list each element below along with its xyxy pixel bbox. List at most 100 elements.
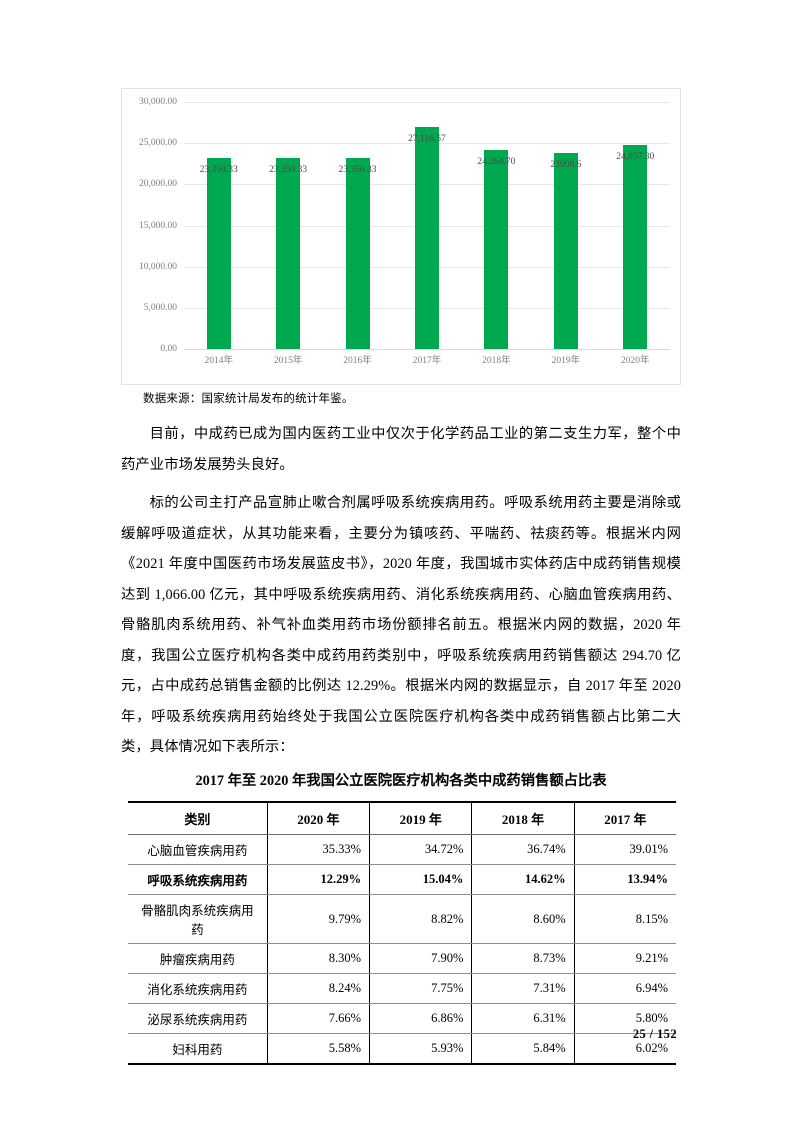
bar-value-label: 24,264.70 [477,157,516,168]
sales-share-table: 类别 2020 年 2019 年 2018 年 2017 年 心脑血管疾病用药 35.33… [128,801,676,1065]
bar [623,145,648,350]
table-cell-category: 骨骼肌肉系统疾病用药 [128,894,268,944]
table-cell-value: 6.02% [574,1033,676,1065]
bar-value-label: 27,116.57 [408,133,446,144]
table-cell-value: 8.15% [574,894,676,944]
bar-value-label: 24,857.30 [616,152,655,163]
table-cell-value: 7.31% [471,973,575,1004]
table-cell-value: 9.21% [574,943,676,974]
table-cell-category: 妇科用药 [128,1033,268,1065]
table-row: 肿瘤疾病用药 8.30% 7.90% 8.73% 9.21% [128,943,676,974]
chart-bars: 23,350.33 23,350.33 23,350.33 27,116.57 24,2… [184,103,670,350]
table-cell-value: 5.58% [267,1033,371,1065]
bar [484,150,509,350]
x-axis-tick-label: 2015年 [273,356,303,366]
y-axis-tick-label: 10,000.00 [139,261,177,272]
table-cell-value: 8.24% [267,973,371,1004]
bar-value-label: 23,350.33 [338,164,377,175]
table-cell-value: 15.04% [369,864,473,895]
paragraph-2-text: 标的公司主打产品宣肺止嗽合剂属呼吸系统疾病用药。呼吸系统用药主要是消除或缓解呼吸… [121,495,681,755]
table-cell-value: 8.73% [471,943,575,974]
table-row: 消化系统疾病用药 8.24% 7.75% 7.31% 6.94% [128,973,676,1004]
table-cell-value: 39.01% [574,834,676,865]
table-cell-value: 7.75% [369,973,473,1004]
bar-value-label: 23,350.33 [269,164,308,175]
chart-plot-area: 30,000.00 25,000.00 20,000.00 15,000.00 10,0… [139,97,670,354]
table-cell-value: 8.30% [267,943,371,974]
y-axis-tick-label: 0.00 [160,344,177,354]
table-cell-value: 8.82% [369,894,473,944]
x-axis-tick-label: 2017年 [412,356,442,366]
bar-slot: 27,116.57 [392,103,461,350]
y-axis-tick-label: 25,000.00 [139,138,177,149]
y-axis-tick-label: 15,000.00 [139,220,177,231]
bar [553,153,578,350]
table-column-header: 2020 年 [267,801,371,835]
x-axis-tick-label: 2020年 [620,356,650,366]
bar-slot: 23,350.33 [184,103,253,350]
table-cell-category: 呼吸系统疾病用药 [128,864,268,895]
table-cell-category: 泌尿系统疾病用药 [128,1003,268,1034]
table-cell-value: 13.94% [574,864,676,895]
table-cell-value: 34.72% [369,834,473,865]
chart-source-note: 数据来源：国家统计局发布的统计年鉴。 [143,393,354,405]
table-cell-category: 肿瘤疾病用药 [128,943,268,974]
table-title: 2017 年至 2020 年我国公立医院医疗机构各类中成药销售额占比表 [195,773,607,789]
x-axis-tick-label: 2016年 [343,356,372,366]
table-cell-value: 5.80% [574,1003,676,1034]
table-row: 心脑血管疾病用药 35.33% 34.72% 36.74% 39.01% [128,834,676,865]
bar [414,126,439,350]
bar [345,157,370,350]
bar-value-label: 23,350.33 [199,164,238,175]
table-column-header: 2017 年 [574,801,676,835]
bar-slot: 23908.6 [531,103,600,350]
table-row: 泌尿系统疾病用药 7.66% 6.86% 6.31% 5.80% [128,1003,676,1034]
bar-chart: 30,000.00 25,000.00 20,000.00 15,000.00 10,0… [121,88,681,385]
table-cell-value: 14.62% [471,864,575,895]
table-cell-value: 5.84% [471,1033,575,1065]
bar [276,157,301,350]
x-axis-tick-label: 2018年 [482,356,511,366]
table-header-row: 类别 2020 年 2019 年 2018 年 2017 年 [128,801,676,835]
table-header: 类别 2020 年 2019 年 2018 年 2017 年 [128,801,676,835]
x-axis-tick-label: 2019年 [551,356,581,366]
table-cell-category: 心脑血管疾病用药 [128,834,268,865]
chart-x-axis-line [184,349,670,350]
y-axis-tick-label: 20,000.00 [139,179,177,190]
table-cell-value: 9.79% [267,894,371,944]
gridline: 30,000.00 [139,97,670,107]
table-cell-value: 36.74% [471,834,575,865]
paragraph-2: 标的公司主打产品宣肺止嗽合剂属呼吸系统疾病用药。呼吸系统用药主要是消除或缓解呼吸… [121,488,681,763]
x-axis-tick-label: 2014年 [204,356,233,366]
page-number: 25 / 152 [632,1027,677,1041]
table-cell-value: 12.29% [267,864,371,895]
paragraph-1-text: 目前，中成药已成为国内医药工业中仅次于化学药品工业的第二支生力军，整个中药产业市… [121,426,681,473]
table-cell-value: 6.94% [574,973,676,1004]
paragraph-1: 目前，中成药已成为国内医药工业中仅次于化学药品工业的第二支生力军，整个中药产业市… [121,419,681,480]
bar [206,157,231,350]
table-row: 骨骼肌肉系统疾病用药 9.79% 8.82% 8.60% 8.15% [128,894,676,944]
table-column-header: 2018 年 [471,801,575,835]
table-cell-value: 8.60% [471,894,575,944]
bar-slot: 24,264.70 [462,103,531,350]
chart-x-axis-labels: 2014年 2015年 2016年 2017年 2018年 2019年 2020年 [184,352,670,374]
table-cell-value: 35.33% [267,834,371,865]
table-cell-value: 7.90% [369,943,473,974]
table-cell-value: 5.93% [369,1033,473,1065]
y-axis-tick-label: 30,000.00 [139,97,177,107]
bar-value-label: 23908.6 [550,160,582,171]
table-column-header: 2019 年 [369,801,473,835]
table-row: 妇科用药 5.58% 5.93% 5.84% 6.02% [128,1033,676,1065]
table-cell-value: 7.66% [267,1003,371,1034]
table-body: 心脑血管疾病用药 35.33% 34.72% 36.74% 39.01% 呼吸系统疾病用药… [128,834,676,1065]
table-cell-category: 消化系统疾病用药 [128,973,268,1004]
bar-slot: 23,350.33 [253,103,322,350]
table-cell-value: 6.31% [471,1003,575,1034]
y-axis-tick-label: 5,000.00 [143,302,177,313]
table-column-header: 类别 [128,801,268,835]
table-row: 呼吸系统疾病用药 12.29% 15.04% 14.62% 13.94% [128,864,676,895]
bar-slot: 24,857.30 [601,103,670,350]
bar-slot: 23,350.33 [323,103,392,350]
table-cell-value: 6.86% [369,1003,473,1034]
